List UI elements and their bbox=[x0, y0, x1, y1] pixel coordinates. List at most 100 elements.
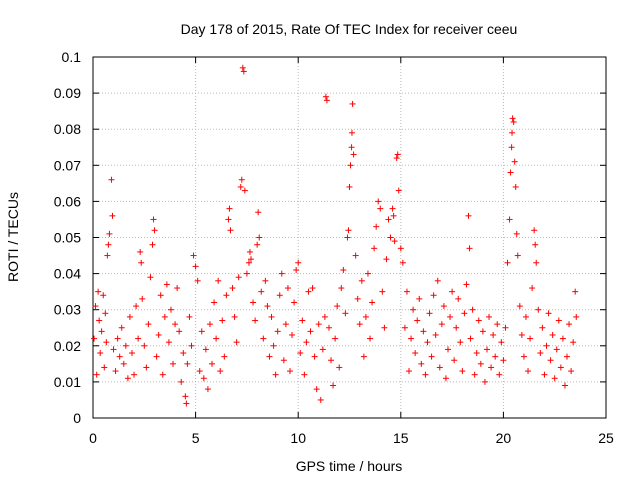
data-point bbox=[412, 350, 419, 357]
data-point bbox=[502, 324, 509, 331]
data-point bbox=[475, 317, 482, 324]
data-point bbox=[202, 346, 209, 353]
data-point bbox=[348, 129, 355, 136]
data-point bbox=[381, 324, 388, 331]
data-point bbox=[276, 292, 283, 299]
data-point bbox=[555, 317, 562, 324]
data-point bbox=[394, 151, 401, 158]
data-point bbox=[455, 295, 462, 302]
data-point bbox=[192, 263, 199, 270]
data-point bbox=[172, 321, 179, 328]
data-point bbox=[301, 371, 308, 378]
data-point bbox=[217, 368, 224, 375]
data-point bbox=[561, 382, 568, 389]
data-point bbox=[256, 234, 263, 241]
data-point bbox=[447, 313, 454, 320]
y-tick-label: 0.09 bbox=[54, 85, 81, 101]
data-point bbox=[432, 331, 439, 338]
data-point bbox=[547, 357, 554, 364]
data-point bbox=[118, 324, 125, 331]
data-point bbox=[143, 364, 150, 371]
data-point bbox=[240, 68, 247, 75]
data-point bbox=[209, 360, 216, 367]
data-point bbox=[311, 353, 318, 360]
data-point bbox=[510, 118, 517, 125]
data-point bbox=[254, 241, 261, 248]
data-point bbox=[198, 328, 205, 335]
data-point bbox=[309, 285, 316, 292]
data-point bbox=[227, 227, 234, 234]
scatter-points bbox=[91, 64, 580, 407]
data-point bbox=[399, 259, 406, 266]
data-point bbox=[153, 353, 160, 360]
x-tick-label: 5 bbox=[192, 430, 200, 446]
data-point bbox=[229, 285, 236, 292]
data-point bbox=[414, 317, 421, 324]
data-point bbox=[215, 277, 222, 284]
data-point bbox=[387, 234, 394, 241]
data-point bbox=[533, 259, 540, 266]
data-point bbox=[553, 346, 560, 353]
data-point bbox=[213, 335, 220, 342]
data-point bbox=[258, 288, 265, 295]
data-point bbox=[342, 310, 349, 317]
data-point bbox=[364, 270, 371, 277]
data-point bbox=[291, 299, 298, 306]
data-point bbox=[494, 321, 501, 328]
data-point bbox=[262, 277, 269, 284]
data-point bbox=[340, 266, 347, 273]
data-point bbox=[436, 364, 443, 371]
data-point bbox=[91, 335, 98, 342]
data-point bbox=[266, 353, 273, 360]
data-point bbox=[108, 176, 115, 183]
data-point bbox=[469, 306, 476, 313]
data-point bbox=[440, 303, 447, 310]
data-point bbox=[358, 277, 365, 284]
x-tick-label: 25 bbox=[598, 430, 614, 446]
data-point bbox=[147, 274, 154, 281]
data-point bbox=[500, 357, 507, 364]
data-point bbox=[211, 299, 218, 306]
data-point bbox=[109, 212, 116, 219]
data-point bbox=[165, 339, 172, 346]
data-point bbox=[424, 339, 431, 346]
data-point bbox=[457, 339, 464, 346]
data-point bbox=[537, 350, 544, 357]
data-point bbox=[270, 342, 277, 349]
data-point bbox=[486, 313, 493, 320]
data-point bbox=[506, 216, 513, 223]
data-point bbox=[428, 353, 435, 360]
y-tick-label: 0.01 bbox=[54, 374, 81, 390]
data-point bbox=[513, 230, 520, 237]
data-point bbox=[221, 353, 228, 360]
data-point bbox=[190, 252, 197, 259]
data-point bbox=[145, 321, 152, 328]
data-point bbox=[451, 357, 458, 364]
data-point bbox=[274, 328, 281, 335]
data-point bbox=[434, 277, 441, 284]
data-point bbox=[338, 285, 345, 292]
data-point bbox=[350, 151, 357, 158]
data-point bbox=[305, 288, 312, 295]
data-point bbox=[572, 288, 579, 295]
data-point bbox=[233, 339, 240, 346]
data-point bbox=[346, 183, 353, 190]
data-point bbox=[260, 335, 267, 342]
data-point bbox=[106, 230, 113, 237]
data-point bbox=[96, 317, 103, 324]
data-point bbox=[566, 321, 573, 328]
data-point bbox=[159, 371, 166, 378]
data-point bbox=[410, 306, 417, 313]
data-point bbox=[461, 310, 468, 317]
data-point bbox=[516, 303, 523, 310]
data-point bbox=[295, 259, 302, 266]
data-point bbox=[282, 321, 289, 328]
data-point bbox=[535, 306, 542, 313]
data-point bbox=[525, 368, 532, 375]
data-point bbox=[459, 368, 466, 375]
data-point bbox=[568, 368, 575, 375]
data-point bbox=[375, 198, 382, 205]
data-point bbox=[250, 299, 257, 306]
data-point bbox=[206, 321, 213, 328]
